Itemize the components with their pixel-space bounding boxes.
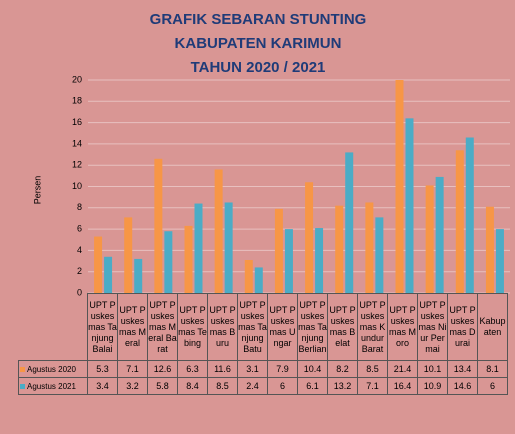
value-cell: 10.9	[417, 377, 448, 395]
bar	[124, 217, 133, 293]
value-cell: 8.5	[207, 377, 238, 395]
bar	[284, 229, 293, 293]
value-cell: 2.4	[237, 377, 268, 395]
bar	[184, 225, 193, 293]
bar	[214, 169, 223, 293]
x-tick-label: UPT Puskesmas Tebing	[177, 293, 208, 361]
bar	[405, 118, 414, 293]
value-cell: 3.4	[87, 377, 118, 395]
x-tick-label: UPT Puskesmas Durai	[447, 293, 478, 361]
value-cell: 13.4	[447, 360, 478, 378]
y-axis-label: Persen	[32, 176, 42, 205]
title-line: TAHUN 2020 / 2021	[191, 59, 326, 76]
bar	[94, 236, 103, 293]
y-tick-label: 12	[72, 160, 82, 170]
bar	[485, 206, 494, 293]
y-tick-label: 8	[77, 202, 82, 212]
data-table: UPT Puskesmas Tanjung Balai UPT Puskesmas…	[18, 293, 508, 395]
series-row: Agustus 2020 5.3 7.1 12.6 6.3 11.6 3.1 7.9 10.4 8…	[18, 360, 508, 378]
bar	[395, 80, 404, 293]
bar	[254, 267, 263, 293]
value-cell: 8.5	[357, 360, 388, 378]
x-tick-label: Kabupaten	[477, 293, 508, 361]
legend-entry: Agustus 2020	[18, 360, 88, 378]
bar	[375, 217, 384, 293]
value-cell: 8.4	[177, 377, 208, 395]
y-tick-label: 16	[72, 117, 82, 127]
legend-label: Agustus 2021	[27, 381, 76, 391]
x-tick-label: UPT Puskesmas Belat	[327, 293, 358, 361]
value-cell: 5.3	[87, 360, 118, 378]
bar	[305, 182, 314, 293]
x-tick-label: UPT Puskesmas Meral Barat	[147, 293, 178, 361]
bar	[315, 228, 324, 293]
value-cell: 13.2	[327, 377, 358, 395]
value-cell: 21.4	[387, 360, 418, 378]
bar	[495, 229, 504, 293]
bar	[134, 258, 143, 293]
bar	[465, 137, 474, 293]
legend-swatch	[20, 383, 25, 389]
category-row: UPT Puskesmas Tanjung Balai UPT Puskesmas…	[19, 293, 508, 361]
value-cell: 8.1	[477, 360, 508, 378]
bar	[345, 152, 354, 293]
bar	[244, 259, 253, 293]
value-cell: 7.1	[357, 377, 388, 395]
bar	[154, 158, 163, 293]
value-cell: 16.4	[387, 377, 418, 395]
x-tick-label: UPT Puskesmas Meral	[117, 293, 148, 361]
plot-area	[94, 80, 504, 293]
value-cell: 10.4	[297, 360, 328, 378]
y-tick-label: 18	[72, 96, 82, 106]
y-tick-label: 4	[77, 245, 82, 255]
y-tick-label: 20	[72, 74, 82, 84]
title-line: KABUPATEN KARIMUN	[175, 35, 342, 52]
x-tick-label: UPT Puskesmas Ungar	[267, 293, 298, 361]
value-cell: 7.9	[267, 360, 298, 378]
x-tick-label: UPT Puskesmas Moro	[387, 293, 418, 361]
corner	[19, 294, 88, 361]
value-cell: 6	[267, 377, 298, 395]
value-cell: 7.1	[117, 360, 148, 378]
y-tick-label: 2	[77, 266, 82, 276]
x-tick-label: UPT Puskesmas Tanjung Berlian	[297, 293, 328, 361]
value-cell: 14.6	[447, 377, 478, 395]
bar	[365, 202, 374, 293]
x-tick-label: UPT Puskesmas Kundur Barat	[357, 293, 388, 361]
title-line: GRAFIK SEBARAN STUNTING	[150, 11, 367, 28]
x-tick-label: UPT Puskesmas Buru	[207, 293, 238, 361]
legend-label: Agustus 2020	[27, 364, 76, 374]
value-cell: 3.2	[117, 377, 148, 395]
value-cell: 6	[477, 377, 508, 395]
y-tick-label: 0	[77, 287, 82, 297]
y-tick-label: 14	[72, 138, 82, 148]
legend-entry: Agustus 2021	[18, 377, 88, 395]
bar	[224, 202, 233, 293]
value-cell: 5.8	[147, 377, 178, 395]
value-cell: 10.1	[417, 360, 448, 378]
value-cell: 3.1	[237, 360, 268, 378]
value-cell: 8.2	[327, 360, 358, 378]
value-cell: 11.6	[207, 360, 238, 378]
x-tick-label: UPT Puskesmas Tanjung Balai	[87, 293, 118, 361]
y-tick-label: 6	[77, 223, 82, 233]
bar	[435, 176, 444, 293]
bar	[164, 231, 173, 293]
value-cell: 6.1	[297, 377, 328, 395]
bar	[194, 203, 203, 293]
legend-swatch	[20, 366, 25, 372]
bar	[335, 205, 344, 293]
value-cell: 6.3	[177, 360, 208, 378]
value-cell: 12.6	[147, 360, 178, 378]
bar	[104, 256, 113, 293]
x-tick-label: UPT Puskesmas Niur Permai	[417, 293, 448, 361]
y-tick-label: 10	[72, 181, 82, 191]
bar	[425, 185, 434, 293]
series-row: Agustus 2021 3.4 3.2 5.8 8.4 8.5 2.4 6 6.1 13.2 7.…	[18, 377, 508, 395]
bar	[455, 150, 464, 293]
bar	[274, 208, 283, 293]
x-tick-label: UPT Puskesmas Tanjung Batu	[237, 293, 268, 361]
